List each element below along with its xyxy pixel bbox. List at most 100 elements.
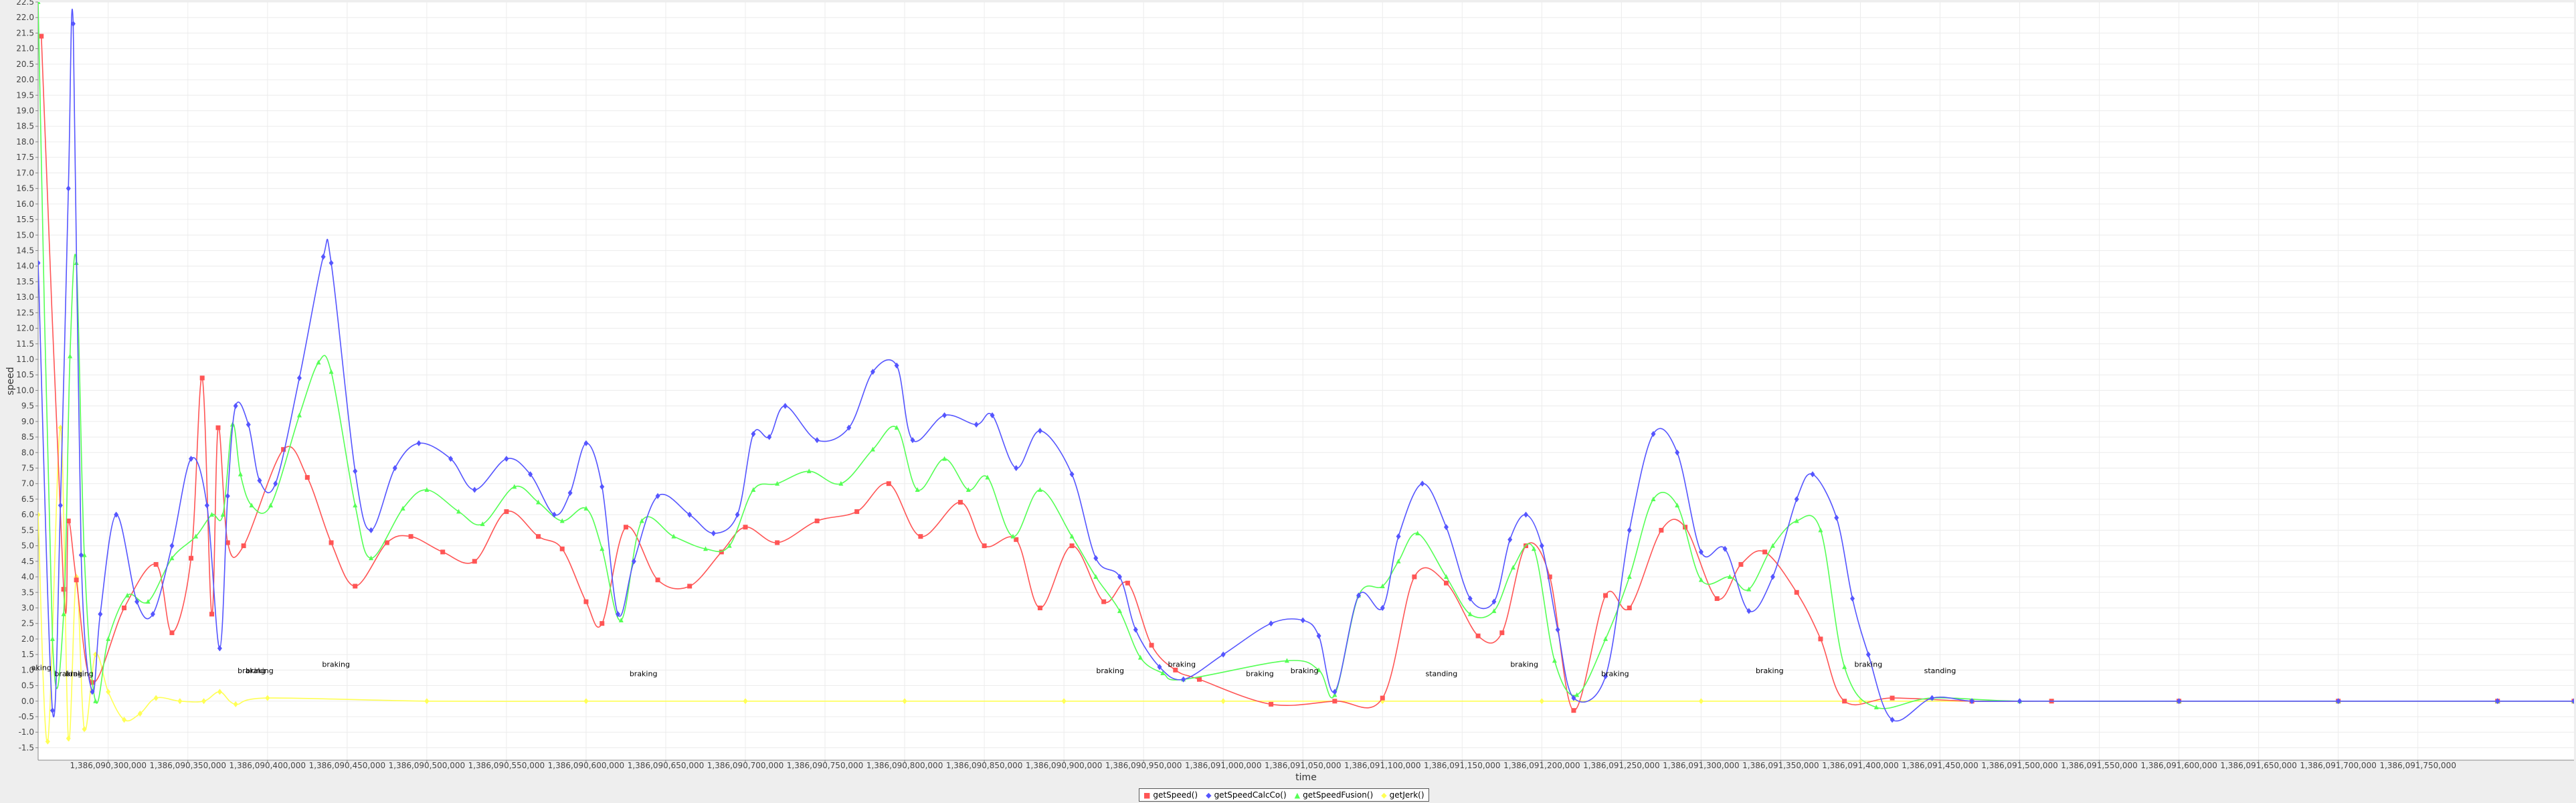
- data-point: [1627, 527, 1632, 533]
- data-point: [1547, 574, 1552, 579]
- data-point: [504, 456, 509, 462]
- annotation-label: standing: [1924, 666, 1956, 675]
- data-point: [703, 546, 708, 551]
- y-tick-label: 4.0: [21, 572, 34, 582]
- annotation-label: braking: [1510, 660, 1538, 669]
- data-point: [528, 471, 533, 478]
- data-point: [369, 555, 374, 561]
- data-point: [1093, 574, 1099, 579]
- data-point: [1014, 465, 1019, 472]
- data-point: [1770, 573, 1776, 580]
- data-point: [416, 440, 422, 446]
- data-point: [106, 689, 111, 695]
- data-point: [1714, 596, 1720, 602]
- data-point: [1850, 596, 1855, 602]
- y-tick-label: 9.0: [21, 417, 34, 426]
- data-point: [45, 738, 50, 745]
- data-point: [743, 698, 748, 705]
- y-tick-label: 8.0: [21, 448, 34, 457]
- data-point: [1603, 593, 1608, 598]
- x-tick-label: 1,386,090,400,000: [229, 761, 306, 770]
- y-tick-label: 21.0: [16, 44, 34, 54]
- data-point: [1746, 608, 1752, 614]
- x-axis-label: time: [1295, 772, 1317, 783]
- data-point: [1510, 565, 1515, 570]
- data-point: [106, 636, 111, 641]
- data-point: [600, 546, 605, 551]
- data-point: [1415, 531, 1420, 536]
- data-point: [1834, 515, 1839, 521]
- data-point: [1220, 651, 1226, 658]
- data-point: [220, 512, 225, 517]
- data-point: [814, 518, 820, 523]
- x-tick-label: 1,386,090,350,000: [150, 761, 227, 770]
- annotation-label: aking: [31, 663, 52, 672]
- legend-item: ▲ getSpeedFusion(): [1295, 790, 1374, 800]
- x-tick-label: 1,386,090,750,000: [787, 761, 864, 770]
- data-point: [982, 543, 987, 549]
- y-tick-label: 13.5: [16, 277, 34, 286]
- data-point: [536, 534, 541, 539]
- data-point: [114, 511, 119, 518]
- data-point: [329, 369, 334, 374]
- data-point: [1117, 573, 1122, 580]
- data-point: [217, 645, 222, 652]
- data-point: [1284, 658, 1289, 663]
- x-tick-label: 1,386,091,400,000: [1822, 761, 1899, 770]
- data-point: [1722, 545, 1728, 552]
- data-point: [225, 493, 230, 499]
- x-tick-label: 1,386,091,100,000: [1344, 761, 1421, 770]
- data-point: [1125, 580, 1130, 586]
- data-point: [1037, 605, 1042, 610]
- data-point: [894, 362, 899, 369]
- data-point: [671, 533, 676, 539]
- data-point: [583, 440, 589, 446]
- data-point: [329, 540, 334, 545]
- data-point: [1380, 583, 1385, 588]
- data-point: [1842, 664, 1847, 669]
- y-tick-label: 1.0: [21, 665, 34, 675]
- data-point: [1873, 705, 1879, 710]
- x-tick-label: 1,386,091,750,000: [2379, 761, 2456, 770]
- data-point: [1037, 428, 1042, 434]
- data-point: [1332, 689, 1338, 695]
- x-tick-label: 1,386,091,150,000: [1424, 761, 1501, 770]
- data-point: [1160, 670, 1166, 675]
- y-tick-label: 2.0: [21, 634, 34, 644]
- axes: -1.5 -1.0 -0.5 0.0 0.5 1.0 1.5 2.0 2.5 3.0 3.5 4.0 4…: [16, 0, 2574, 770]
- data-point: [767, 434, 772, 440]
- y-tick-label: 5.5: [21, 525, 34, 535]
- data-point: [965, 487, 971, 493]
- y-tick-label: 0.0: [21, 697, 34, 706]
- x-tick-label: 1,386,091,500,000: [1981, 761, 2058, 770]
- x-tick-label: 1,386,090,650,000: [628, 761, 705, 770]
- data-point: [1196, 677, 1202, 682]
- data-point: [567, 490, 573, 497]
- data-point: [1499, 630, 1505, 636]
- annotation-label: braking: [1291, 666, 1319, 675]
- data-point: [124, 592, 130, 598]
- data-point: [38, 2, 41, 4]
- series-line: [38, 427, 2574, 743]
- data-point: [66, 185, 71, 192]
- y-tick-label: 22.0: [16, 13, 34, 22]
- data-point: [257, 477, 262, 484]
- data-point: [233, 701, 238, 707]
- data-point: [137, 710, 143, 717]
- annotation-label: braking: [66, 670, 94, 679]
- y-tick-label: 17.0: [16, 168, 34, 177]
- data-point: [201, 698, 207, 705]
- annotation-label: braking: [630, 670, 658, 679]
- data-point: [1061, 698, 1067, 705]
- data-point: [1316, 667, 1321, 673]
- data-point: [559, 546, 565, 551]
- data-point: [1475, 633, 1481, 638]
- data-point: [1356, 592, 1362, 599]
- y-tick-label: 11.0: [16, 355, 34, 364]
- data-point: [1571, 695, 1576, 701]
- data-point: [281, 447, 286, 452]
- y-tick-label: 15.5: [16, 215, 34, 224]
- legend-label: getJerk(): [1389, 790, 1424, 800]
